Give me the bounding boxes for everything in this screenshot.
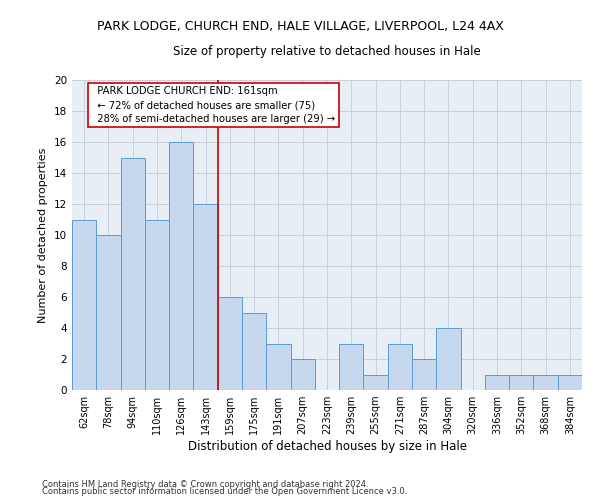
Bar	[193, 204, 218, 390]
Text: PARK LODGE, CHURCH END, HALE VILLAGE, LIVERPOOL, L24 4AX: PARK LODGE, CHURCH END, HALE VILLAGE, LI…	[97, 20, 503, 33]
Bar	[96, 235, 121, 390]
Bar	[436, 328, 461, 390]
Bar	[558, 374, 582, 390]
Bar	[339, 344, 364, 390]
Text: PARK LODGE CHURCH END: 161sqm
  ← 72% of detached houses are smaller (75)
  28% : PARK LODGE CHURCH END: 161sqm ← 72% of d…	[91, 86, 335, 124]
X-axis label: Distribution of detached houses by size in Hale: Distribution of detached houses by size …	[187, 440, 467, 453]
Bar	[364, 374, 388, 390]
Bar	[533, 374, 558, 390]
Bar	[290, 359, 315, 390]
Y-axis label: Number of detached properties: Number of detached properties	[38, 148, 49, 322]
Bar	[145, 220, 169, 390]
Bar	[388, 344, 412, 390]
Bar	[266, 344, 290, 390]
Bar	[509, 374, 533, 390]
Bar	[72, 220, 96, 390]
Bar	[485, 374, 509, 390]
Text: Contains HM Land Registry data © Crown copyright and database right 2024.: Contains HM Land Registry data © Crown c…	[42, 480, 368, 489]
Title: Size of property relative to detached houses in Hale: Size of property relative to detached ho…	[173, 45, 481, 58]
Bar	[218, 297, 242, 390]
Bar	[169, 142, 193, 390]
Bar	[242, 312, 266, 390]
Bar	[121, 158, 145, 390]
Bar	[412, 359, 436, 390]
Text: Contains public sector information licensed under the Open Government Licence v3: Contains public sector information licen…	[42, 487, 407, 496]
